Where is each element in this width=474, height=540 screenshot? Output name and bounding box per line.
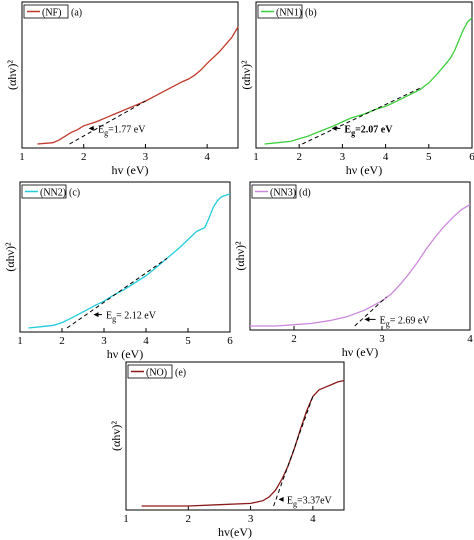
x-tick-label: 4	[310, 513, 316, 525]
legend-label: (NO)	[146, 368, 167, 379]
x-tick-label: 1	[123, 513, 129, 525]
band-gap-symbol: E	[380, 315, 386, 326]
x-tick-label: 3	[101, 335, 107, 347]
band-gap-annotation: Eg=2.07 eV	[344, 124, 393, 137]
x-tick-label: 3	[379, 333, 385, 345]
annotation-arrowhead	[331, 125, 337, 131]
data-series-line	[250, 204, 471, 327]
panel-label: (e)	[175, 368, 186, 379]
tangent-line	[302, 87, 421, 145]
annotation-arrowhead	[364, 316, 370, 322]
chart-panel-c: 1 2 3 4 5 6 hν (eV) (αhν)² Eg= 2.12 eV (NN2) (c)	[3, 181, 233, 361]
y-axis-label: (αhν)²	[239, 60, 253, 90]
band-gap-value: =1.77 eV	[108, 124, 146, 135]
annotation-arrowhead	[93, 312, 99, 318]
band-gap-subscript: g	[293, 499, 297, 508]
x-tick-label: 2	[81, 151, 87, 163]
data-series-line	[37, 26, 239, 145]
band-gap-value: = 2.69 eV	[390, 315, 431, 326]
legend-box	[251, 184, 297, 199]
x-tick-label: 2	[59, 335, 65, 347]
x-tick-label: 4	[467, 333, 473, 345]
x-axis-label: hv (eV)	[112, 163, 149, 177]
data-series-line	[141, 379, 345, 507]
x-tick-label: 3	[248, 513, 254, 525]
tangent-line	[273, 396, 314, 507]
panel-label: (c)	[69, 188, 80, 199]
x-axis-label: hν (eV)	[107, 347, 143, 361]
band-gap-subscript: g	[112, 315, 116, 324]
plot-frame	[255, 1, 473, 149]
band-gap-symbol: E	[106, 311, 112, 322]
band-gap-value: =3.37eV	[297, 495, 333, 506]
band-gap-annotation: Eg= 2.69 eV	[380, 315, 431, 328]
x-tick-label: 1	[17, 335, 23, 347]
x-tick-label: 3	[340, 151, 346, 163]
data-series-line	[28, 193, 231, 329]
band-gap-value: = 2.12 eV	[116, 311, 157, 322]
legend-box	[21, 184, 67, 199]
legend-label: (NN3)	[270, 188, 296, 199]
band-gap-annotation: Eg=1.77 eV	[98, 124, 146, 137]
x-axis-label: hν (eV)	[342, 345, 378, 359]
legend-label: (NF)	[42, 8, 61, 19]
legend-box	[257, 4, 303, 19]
chart-panel-d: 2 3 4 hν (eV) (αhν)² Eg= 2.69 eV (NN3) (d)	[233, 181, 473, 359]
legend-box	[127, 364, 173, 379]
plot-frame	[19, 181, 231, 333]
panel-label: (b)	[305, 8, 317, 19]
x-tick-label: 2	[291, 333, 297, 345]
band-gap-symbol: E	[287, 495, 293, 506]
tangent-line	[354, 296, 387, 327]
data-series-line	[264, 17, 473, 145]
band-gap-value: =2.07 eV	[355, 124, 393, 135]
annotation-arrowhead	[88, 125, 94, 131]
x-axis-label: hν (eV)	[346, 163, 382, 177]
x-tick-label: 2	[186, 513, 192, 525]
band-gap-annotation: Eg= 2.12 eV	[106, 311, 157, 324]
chart-panel-e: 1 2 3 4 hv(eV) (αhv)² Eg=3.37eV (NO) (e)	[109, 361, 345, 539]
legend-label: (NN2)	[40, 188, 66, 199]
x-tick-label: 4	[383, 151, 389, 163]
y-axis-label: (αhv)²	[109, 421, 123, 451]
legend-box	[23, 4, 69, 19]
y-axis-label: (αhν)²	[233, 241, 247, 271]
x-tick-label: 1	[19, 151, 25, 163]
x-tick-label: 1	[253, 151, 259, 163]
chart-panel-b: 1 2 3 4 5 6 hν (eV) (αhν)² Eg=2.07 eV (NN1) (b)	[239, 1, 474, 177]
x-tick-label: 5	[185, 335, 191, 347]
band-gap-subscript: g	[386, 319, 390, 328]
x-tick-label: 4	[204, 151, 210, 163]
band-gap-subscript: g	[104, 128, 108, 137]
tangent-line	[69, 100, 146, 145]
panel-label: (a)	[71, 8, 82, 19]
x-tick-label: 5	[426, 151, 432, 163]
y-axis-label: (αhv)²	[5, 60, 19, 90]
plot-frame	[21, 1, 239, 149]
band-gap-symbol: E	[344, 124, 351, 135]
legend-label: (NN1)	[276, 8, 302, 19]
x-tick-label: 6	[469, 151, 474, 163]
band-gap-annotation: Eg=3.37eV	[287, 495, 333, 508]
y-axis-label: (αhν)²	[3, 242, 17, 272]
x-tick-label: 4	[143, 335, 149, 347]
band-gap-symbol: E	[98, 124, 104, 135]
plot-frame	[249, 181, 471, 331]
x-axis-label: hv(eV)	[218, 525, 252, 539]
x-tick-label: 3	[143, 151, 149, 163]
x-tick-label: 2	[296, 151, 302, 163]
annotation-arrowhead	[278, 496, 284, 502]
plot-frame	[125, 361, 345, 511]
tangent-line	[66, 257, 168, 329]
x-tick-label: 6	[227, 335, 233, 347]
panel-label: (d)	[299, 188, 311, 199]
band-gap-subscript: g	[351, 128, 355, 137]
chart-panel-a: 1 2 3 4 hv (eV) (αhv)² Eg=1.77 eV (NF) (a)	[5, 1, 239, 177]
